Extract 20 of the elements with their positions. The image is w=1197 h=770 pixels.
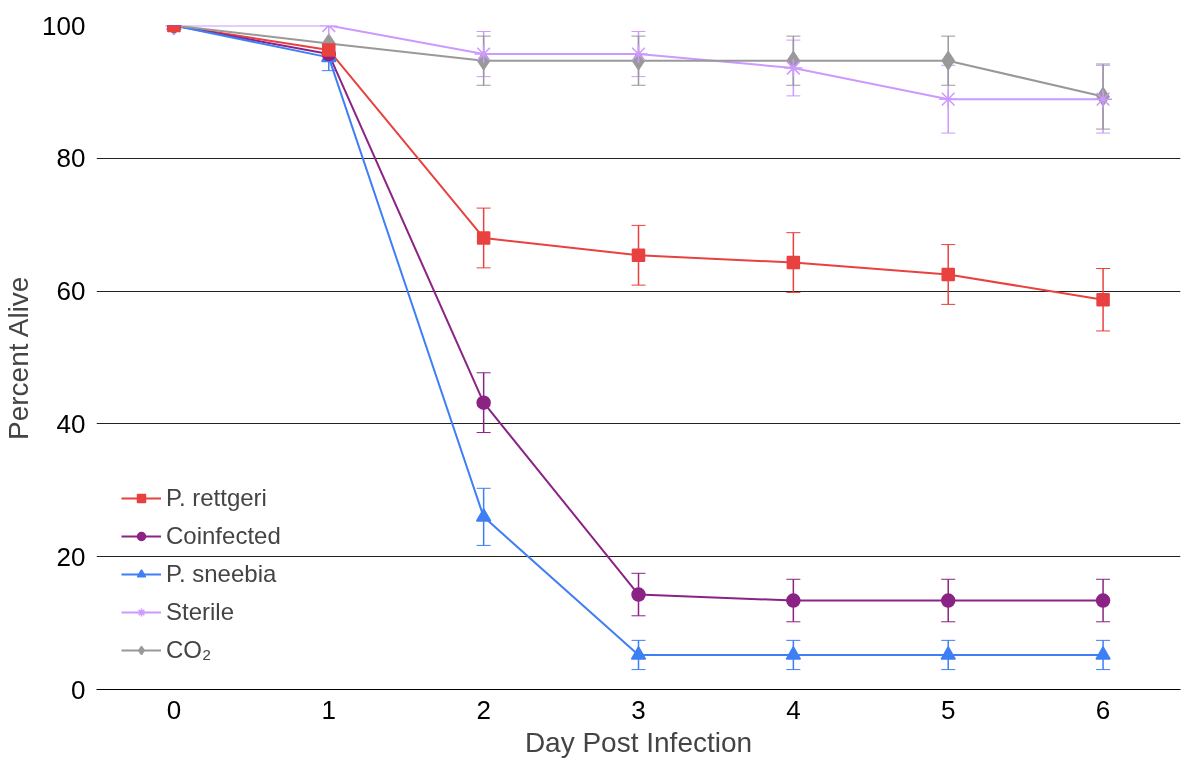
- x-tick-label: 6: [1095, 694, 1111, 725]
- y-tick-label: 100: [42, 10, 86, 41]
- y-tick-label: 60: [56, 276, 86, 307]
- x-tick-label: 4: [786, 694, 801, 725]
- legend-label: P. sneebia: [166, 560, 277, 588]
- x-tick-label: 5: [940, 694, 956, 725]
- x-tick-label: 0: [166, 694, 182, 725]
- legend-label: Coinfected: [166, 522, 281, 550]
- y-tick-label: 40: [56, 408, 86, 439]
- legend-label: P. rettgeri: [166, 484, 267, 512]
- legend-label: CO₂: [166, 636, 212, 664]
- x-tick-label: 1: [321, 694, 337, 725]
- x-tick-label: 2: [476, 694, 491, 725]
- x-axis-title: Day Post Infection: [524, 726, 753, 758]
- y-tick-label: 20: [56, 541, 86, 572]
- y-tick-label: 80: [56, 143, 86, 174]
- x-tick-label: 3: [631, 694, 646, 725]
- y-axis-title: Percent Alive: [3, 276, 35, 440]
- legend-label: Sterile: [166, 598, 235, 626]
- y-tick-label: 0: [71, 674, 86, 705]
